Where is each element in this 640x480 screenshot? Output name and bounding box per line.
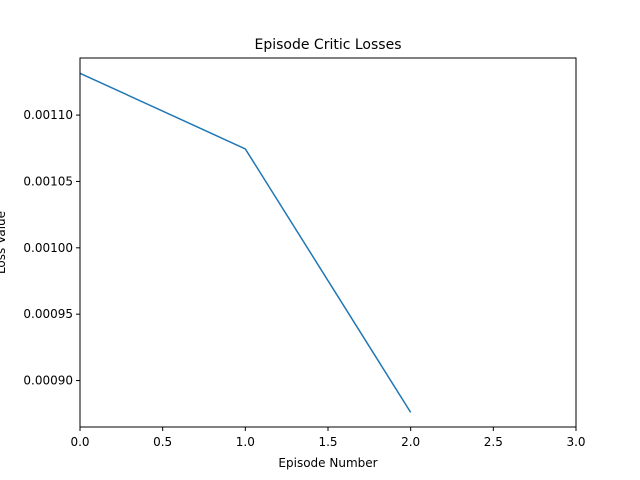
x-tick-label: 2.0 [401,435,420,449]
series-line [79,72,412,413]
y-tick-label: 0.00100 [23,241,73,255]
y-tick-label: 0.00105 [23,174,73,188]
chart-title: Episode Critic Losses [255,37,402,53]
axes-frame [79,57,577,428]
x-tick-label: 1.5 [318,435,337,449]
y-tick-label: 0.00110 [23,108,73,122]
x-axis: 0.0 0.5 1.0 1.5 2.0 2.5 3.0 [70,427,586,449]
x-tick-label: 1.0 [236,435,255,449]
y-axis-label: Loss Value [0,211,8,274]
x-tick-label: 2.5 [484,435,503,449]
x-tick-label: 0.5 [153,435,172,449]
y-tick-label: 0.00090 [23,374,73,388]
x-axis-label: Episode Number [278,456,377,470]
y-tick-label: 0.00095 [23,307,73,321]
x-tick-label: 3.0 [566,435,585,449]
x-tick-label: 0.0 [70,435,89,449]
plot-area [79,72,412,413]
y-axis: 0.00090 0.00095 0.00100 0.00105 0.00110 [23,108,80,388]
